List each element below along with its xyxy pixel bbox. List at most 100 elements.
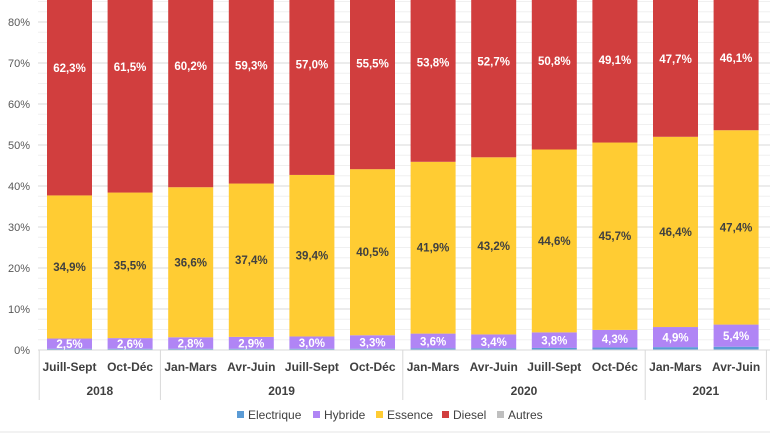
x-category-label: Oct-Déc <box>592 360 638 374</box>
data-label-essence: 40,5% <box>356 247 389 259</box>
y-tick-label: 30% <box>8 222 30 234</box>
bar-segment-essence <box>107 192 153 339</box>
data-label-diesel: 61,5% <box>114 62 147 74</box>
bar-segment-diesel <box>592 0 638 143</box>
data-label-diesel: 57,0% <box>296 59 329 71</box>
bar-segment-diesel <box>653 0 698 137</box>
bar-segment-electrique <box>713 346 759 350</box>
data-label-essence: 41,9% <box>417 243 450 255</box>
bar-segment-electrique <box>228 348 274 350</box>
bar-segment-electrique <box>531 347 577 350</box>
bar-segment-essence <box>713 130 759 325</box>
bar-segment-essence <box>47 195 92 339</box>
data-label-essence: 34,9% <box>53 262 86 274</box>
gridlines <box>38 1 770 351</box>
data-label-hybride: 4,3% <box>602 334 628 346</box>
data-label-hybride: 3,4% <box>481 337 507 349</box>
x-category-label: Jan-Mars <box>649 360 702 374</box>
data-label-essence: 39,4% <box>296 251 329 263</box>
data-label-diesel: 50,8% <box>538 56 571 68</box>
x-year-label: 2019 <box>268 384 295 398</box>
data-label-hybride: 4,9% <box>662 333 688 345</box>
x-category-label: Jan-Mars <box>407 360 460 374</box>
data-label-hybride: 3,6% <box>420 336 446 348</box>
x-axis: Juill-Sept Oct-Déc Jan-Mars Avr-Juin Juill-S… <box>38 349 770 400</box>
data-label-hybride: 2,8% <box>178 339 204 351</box>
legend-swatch-essence <box>376 411 383 418</box>
bar-segment-diesel <box>350 0 395 170</box>
data-label-hybride: 3,3% <box>359 338 385 350</box>
x-category-label: Juill-Sept <box>285 360 339 374</box>
x-category-label: Avr-Juin <box>227 360 275 374</box>
bar-segment-diesel <box>107 0 153 193</box>
bar-segment-electrique <box>350 348 395 350</box>
bar-segment-diesel <box>410 0 456 162</box>
data-label-hybride: 3,0% <box>299 338 325 350</box>
bar-segment-electrique <box>107 348 153 350</box>
data-label-diesel: 52,7% <box>477 57 510 69</box>
y-tick-label: 80% <box>8 17 30 29</box>
data-label-diesel: 60,2% <box>174 61 207 73</box>
x-category-label: Juill-Sept <box>42 360 96 374</box>
data-label-diesel: 47,7% <box>659 54 692 66</box>
x-category-label: Juill-Sept <box>527 360 581 374</box>
x-year-label: 2021 <box>692 384 719 398</box>
legend-label-diesel: Diesel <box>453 408 486 422</box>
data-label-essence: 35,5% <box>114 260 147 272</box>
legend: Electrique Hybride Essence Diesel Autres <box>237 408 543 422</box>
y-tick-label: 40% <box>8 181 30 193</box>
y-axis: 0% 10% 20% 30% 40% 50% 60% 70% 80% <box>8 17 30 357</box>
data-label-hybride: 2,5% <box>56 339 82 351</box>
bars <box>47 0 759 350</box>
y-tick-label: 10% <box>8 304 30 316</box>
bar-segment-electrique <box>47 348 92 350</box>
bar-segment-hybride <box>592 329 638 348</box>
data-label-essence: 37,4% <box>235 255 268 267</box>
bar-segment-hybride <box>410 333 456 349</box>
data-label-essence: 47,4% <box>720 222 753 234</box>
x-year-label: 2020 <box>511 384 538 398</box>
bar-segment-hybride <box>289 336 335 349</box>
bar-segment-hybride <box>168 337 214 349</box>
data-label-hybride: 3,8% <box>541 336 567 348</box>
legend-swatch-hybride <box>313 411 320 418</box>
bar-segment-diesel <box>47 0 92 196</box>
bar-segment-hybride <box>653 327 698 348</box>
bar-segment-hybride <box>107 338 153 349</box>
y-tick-label: 20% <box>8 263 30 275</box>
legend-swatch-diesel <box>442 411 449 418</box>
bar-segment-essence <box>410 161 456 334</box>
x-category-label: Oct-Déc <box>349 360 395 374</box>
bar-segment-electrique <box>410 348 456 350</box>
bar-segment-electrique <box>653 347 698 350</box>
data-label-essence: 46,4% <box>659 227 692 239</box>
bar-segment-essence <box>228 183 274 337</box>
data-label-diesel: 53,8% <box>417 58 450 70</box>
bar-segment-diesel <box>471 0 517 158</box>
data-label-essence: 43,2% <box>477 241 510 253</box>
bar-segment-diesel <box>228 0 274 184</box>
data-label-hybride: 2,6% <box>117 339 143 351</box>
data-label-hybride: 2,9% <box>238 338 264 350</box>
bar-segment-essence <box>350 169 395 336</box>
data-label-diesel: 49,1% <box>599 55 632 67</box>
bar-segment-hybride <box>350 335 395 349</box>
bar-segment-hybride <box>47 338 92 349</box>
legend-label-autres: Autres <box>508 408 543 422</box>
x-year-label: 2018 <box>86 384 113 398</box>
legend-label-essence: Essence <box>387 408 433 422</box>
bar-segment-electrique <box>168 348 214 350</box>
legend-swatch-electrique <box>237 411 244 418</box>
bar-segment-electrique <box>471 348 517 350</box>
data-label-essence: 44,6% <box>538 236 571 248</box>
bar-segment-electrique <box>289 348 335 350</box>
bar-segment-hybride <box>531 332 577 348</box>
legend-swatch-autres <box>497 411 504 418</box>
x-category-label: Avr-Juin <box>470 360 518 374</box>
bar-segment-diesel <box>289 0 335 175</box>
y-tick-label: 50% <box>8 140 30 152</box>
bar-segment-diesel <box>168 0 214 188</box>
data-label-hybride: 5,4% <box>723 331 749 343</box>
data-label-essence: 45,7% <box>599 231 632 243</box>
